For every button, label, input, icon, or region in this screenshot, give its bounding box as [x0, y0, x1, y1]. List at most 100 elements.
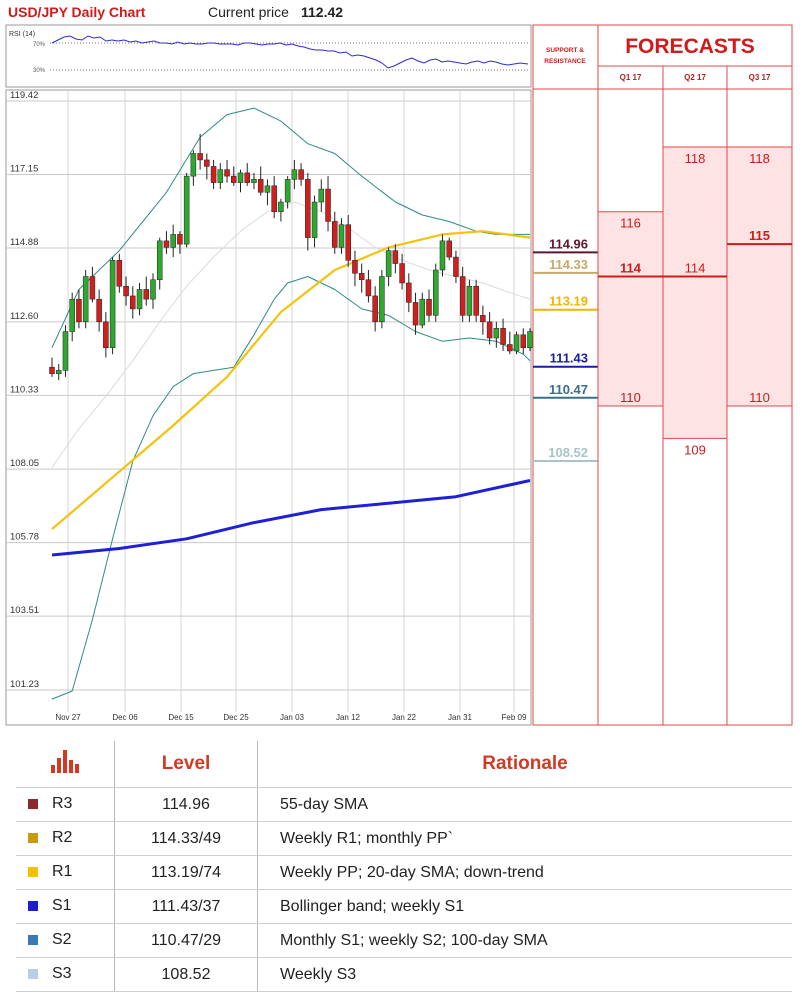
x-tick-label: Nov 27	[55, 713, 81, 722]
table-row: R2 114.33/49 Weekly R1; monthly PP`	[16, 821, 792, 856]
candle-down	[372, 295, 378, 323]
candle-up	[251, 179, 257, 183]
table-row: R1 113.19/74 Weekly PP; 20-day SMA; down-t…	[16, 855, 792, 890]
forecast-columns: Q1 17 116 114 110 Q2 17 118 114 109 Q3 17 118 115 1…	[598, 73, 792, 457]
candle-down	[392, 250, 399, 264]
level-color-swatch	[28, 799, 38, 810]
sr-level-value: 111.43	[550, 351, 588, 366]
candle-down	[224, 169, 230, 177]
candle-up	[493, 328, 500, 339]
candle-down	[426, 298, 432, 316]
candle-up	[217, 169, 224, 183]
x-tick-label: Jan 12	[336, 713, 361, 722]
y-tick-label: 101.23	[10, 679, 39, 690]
candle-down	[257, 179, 264, 193]
level-name-cell: R1	[16, 855, 115, 890]
candle-up	[183, 175, 190, 245]
candle-down	[271, 185, 277, 212]
bollinger-upper-line	[51, 107, 530, 348]
y-tick-label: 117.15	[10, 164, 38, 175]
level-rationale: Monthly S1; weekly S2; 100-day SMA	[257, 923, 792, 958]
sr-level-value: 108.52	[548, 445, 588, 460]
candle-up	[338, 224, 345, 248]
candle-up	[109, 260, 116, 348]
sma55-line	[51, 479, 531, 557]
y-tick-label: 110.33	[10, 384, 38, 395]
table-row: S1 111.43/37 Bollinger band; weekly S1	[16, 889, 792, 924]
candle-down	[500, 328, 506, 345]
table-row: S3 108.52 Weekly S3	[16, 957, 792, 992]
level-color-swatch	[28, 969, 38, 980]
candle-down	[365, 279, 372, 297]
rsi-label: RSI (14)	[9, 31, 35, 38]
level-color-swatch	[28, 935, 38, 946]
level-name: R1	[52, 863, 73, 881]
candle-down	[89, 276, 96, 300]
candle-up	[527, 331, 533, 348]
sr-level-value: 110.47	[549, 382, 588, 397]
y-tick-label: 105.78	[10, 532, 39, 543]
level-value: 111.43/37	[114, 889, 258, 924]
x-tick-label: Dec 06	[112, 713, 138, 722]
candle-up	[432, 269, 439, 316]
candle-up	[55, 370, 62, 374]
candle-down	[507, 344, 513, 352]
candle-down	[406, 282, 412, 303]
candle-down	[96, 298, 102, 323]
candle-down	[412, 302, 419, 326]
candle-down	[332, 221, 338, 248]
candle-up	[150, 279, 156, 300]
level-rationale: Weekly PP; 20-day SMA; down-trend	[257, 855, 792, 890]
price-chart: 119.42 117.15 114.88 112.60 110.33 108.05 105.…	[5, 89, 533, 726]
candle-up	[237, 172, 244, 183]
candle-up	[136, 289, 143, 310]
level-value: 108.52	[114, 957, 258, 992]
rsi-70-label: 70%	[33, 42, 46, 48]
forecast-high-value: 118	[749, 151, 770, 166]
candle-down	[446, 240, 452, 258]
x-tick-label: Jan 03	[280, 713, 305, 722]
forecast-range-band	[663, 146, 727, 439]
level-name: R2	[52, 829, 73, 847]
x-axis: Nov 27 Dec 06 Dec 15 Dec 25 Jan 03 Jan 12 Jan …	[55, 713, 527, 722]
table-header: Level Rationale	[16, 741, 792, 788]
candle-down	[486, 321, 493, 339]
candle-down	[298, 169, 304, 180]
candle-up	[385, 250, 392, 277]
candles	[49, 134, 533, 381]
x-tick-label: Jan 22	[392, 713, 417, 722]
candle-up	[82, 276, 89, 323]
level-rationale: Weekly S3	[257, 957, 792, 992]
candle-down	[345, 224, 351, 261]
candle-down	[244, 172, 250, 183]
candle-down	[163, 240, 170, 248]
level-name-cell: S3	[16, 957, 115, 992]
table-row: R3 114.96 55-day SMA	[16, 787, 792, 822]
chart-panel: USD/JPY Daily Chart Current price 112.42…	[5, 4, 793, 726]
sr-title-line2: RESISTANCE	[544, 58, 586, 65]
level-name-cell: R2	[16, 821, 115, 856]
sr-level-value: 114.96	[549, 236, 588, 251]
candle-down	[103, 321, 109, 348]
candle-down	[459, 276, 466, 316]
candle-down	[352, 260, 358, 274]
grid	[6, 90, 531, 712]
candle-down	[231, 175, 237, 183]
forecast-quarter-label: Q1 17	[620, 73, 642, 82]
chart-title: USD/JPY Daily Chart	[8, 4, 146, 20]
candle-up	[156, 240, 163, 280]
forecast-range-band	[598, 211, 663, 407]
candle-up	[513, 334, 520, 352]
forecast-low-value: 110	[749, 390, 770, 405]
candle-down	[197, 153, 203, 161]
sr-level-value: 113.19	[549, 294, 588, 309]
candle-down	[130, 295, 136, 310]
level-value: 113.19/74	[114, 855, 258, 890]
x-tick-label: Feb 09	[502, 713, 527, 722]
candle-up	[264, 185, 271, 193]
candle-down	[123, 285, 129, 297]
rationale-header: Rationale	[257, 741, 792, 788]
candle-down	[473, 285, 479, 316]
forecast-mid-value: 114	[685, 261, 706, 276]
forecast-range-band	[727, 146, 792, 407]
